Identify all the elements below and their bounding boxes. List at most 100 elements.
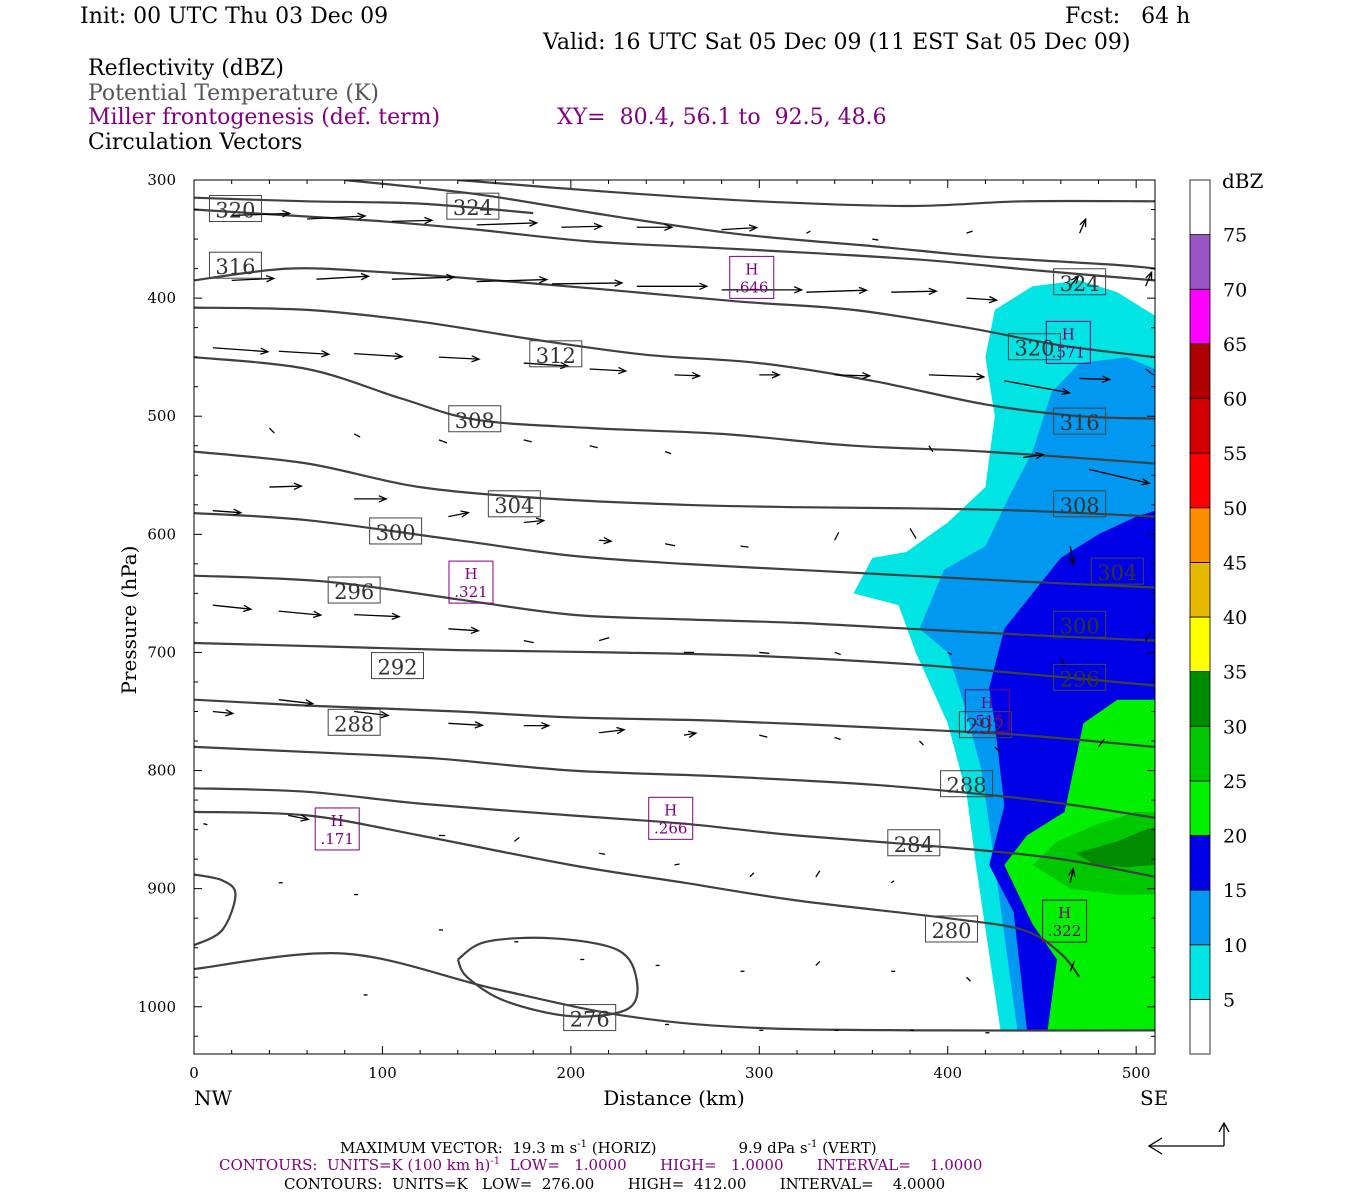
vector-head [988,295,999,304]
vector-shaft [476,222,537,226]
colorbar-label: 10 [1223,935,1247,957]
colorbar-label: 25 [1223,771,1247,793]
vector-head [617,366,628,375]
init-time: Init: 00 UTC Thu 03 Dec 09 [80,4,389,29]
circulation-vector [599,536,613,545]
colorbar-swatch [1189,452,1211,509]
circulation-vector [1004,380,1071,396]
high-letter: H [464,565,477,583]
circulation-vector [476,219,539,227]
circulation-vector [523,639,534,644]
vector-shaft [1145,368,1154,376]
high-letter: H [745,260,758,278]
circulation-vector [721,286,804,294]
contour-label-text: 312 [536,344,576,368]
vector-head [976,372,986,381]
circulation-vector [1060,658,1066,667]
vector-shaft [721,226,757,231]
vector-head [858,286,869,295]
contour-label: 288 [940,770,994,798]
high-letter: H [1062,325,1075,343]
vector-shaft [1069,868,1074,883]
contour-label: 296 [327,576,381,604]
y-tick-label: 300 [147,171,176,189]
vector-shaft [316,275,369,280]
vector-shaft [966,976,972,982]
contour-label: 288 [327,708,381,736]
vector-head [260,347,270,355]
high-letter: H [331,812,344,830]
contour-label: 300 [369,517,423,545]
colorbar-swatch [1189,234,1211,290]
circulation-vector [749,872,755,878]
vector-shaft [1069,546,1074,565]
circulation-vector [872,238,879,241]
vector-shaft [278,350,329,355]
vector-shaft [759,651,770,655]
theta-contour [194,450,1155,518]
circulation-vector [448,626,481,635]
vector-shaft [1004,380,1070,394]
vector-head [242,604,253,613]
contour-label-text: 284 [894,833,934,857]
contour-label-box [446,192,500,220]
vector-shaft [448,722,483,726]
contour-label: 304 [1090,557,1144,585]
max-vector-horiz: 19.3 m s [512,1139,578,1157]
contour-label-text: 280 [931,919,971,943]
colorbar-label: 5 [1223,989,1235,1011]
vector-shaft [1079,377,1110,381]
colorbar-swatch [1189,179,1211,236]
high-box [729,255,775,299]
contour-label-text: 288 [334,712,374,736]
circulation-vector [212,347,270,355]
vector-head [424,216,434,225]
circulation-vector [278,350,331,358]
theta-contour [194,306,1155,420]
colorbar-swatch [1189,288,1211,345]
colorbar-label: 30 [1223,716,1247,738]
contour-label: 284 [887,829,941,857]
circulation-vector [834,651,841,656]
colorbar-label: 75 [1223,225,1247,247]
circulation-vector [231,209,292,218]
circulation-vector [1144,270,1153,287]
contour-label-box [958,711,1012,739]
vector-shaft [664,451,672,455]
vector-shaft [589,368,626,372]
colorbar-swatch [1189,835,1211,891]
colorbar-label: 50 [1223,498,1247,520]
vector-head [1035,451,1045,460]
vector-shaft [1060,658,1066,667]
circulation-vector [1088,468,1151,486]
circulation-vector [561,222,604,231]
colorbar-label: 35 [1223,662,1247,684]
contour-label-box [924,915,978,943]
vector-shaft [438,356,479,360]
theta-contour [194,641,1155,687]
vector-head [233,508,243,516]
contour-label-box [563,1004,617,1032]
vector-shaft [815,870,821,878]
vector-head [360,272,371,281]
contour-label-box [1053,407,1107,435]
colorbar-swatch [1189,671,1211,727]
contour-label-box [1007,333,1061,361]
colorbar-label: 15 [1223,880,1247,902]
circulation-vector [636,223,674,231]
vector-head [861,371,872,380]
x-axis-label: Distance (km) [603,1086,745,1110]
vector-shaft [1097,738,1105,748]
colorbar-swatch [1189,998,1211,1055]
circulation-vector [552,279,624,287]
circulation-vector [212,709,235,717]
theta-contour [194,356,1155,465]
vector-shaft [1079,218,1087,234]
contour-label: 316 [1053,407,1107,435]
circulation-vector [307,212,367,221]
circulation-vector [664,451,672,455]
vector-shaft [749,872,755,878]
vector-head [225,709,235,717]
vector-shaft [448,628,479,632]
